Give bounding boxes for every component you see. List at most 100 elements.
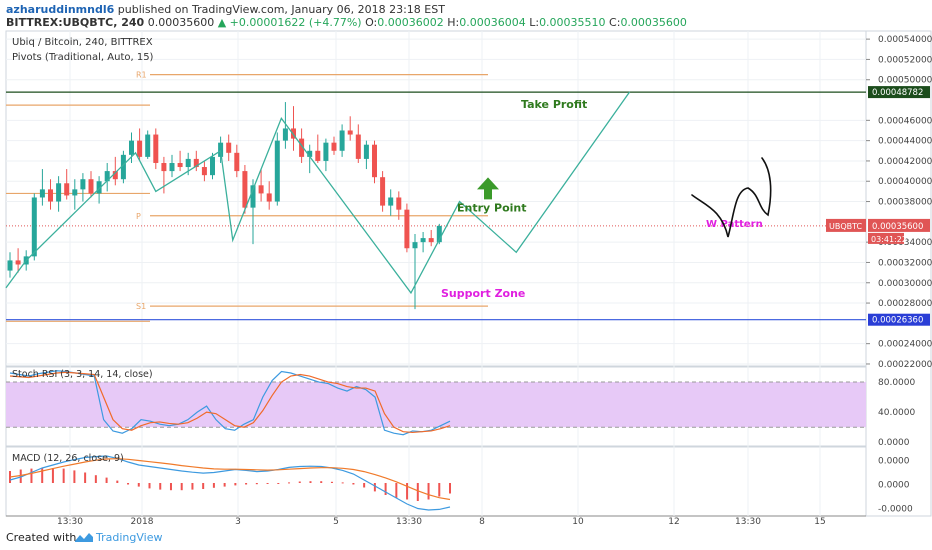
candle-body xyxy=(185,158,191,168)
macd-histogram-bar xyxy=(41,468,44,483)
candle-body xyxy=(177,162,183,168)
price-change: ▲ +0.00001622 (+4.77%) xyxy=(217,16,362,29)
header-publish-line: azharuddinmndl6 published on TradingView… xyxy=(6,3,445,16)
macd-histogram-bar xyxy=(169,483,172,491)
horizontal-line-badge-label: 0.00048782 xyxy=(872,88,923,98)
countdown-badge xyxy=(868,232,904,244)
candle-body xyxy=(291,128,296,139)
x-tick-label: 5 xyxy=(333,517,339,526)
candle-body xyxy=(347,130,353,135)
high-value: 0.00036004 xyxy=(459,16,526,29)
tradingview-logo-icon xyxy=(75,533,93,542)
candle-body xyxy=(404,209,410,249)
macd-histogram-bar xyxy=(180,483,183,491)
stoch-y-tick-label: 0.0000 xyxy=(878,438,910,448)
candle-body xyxy=(250,185,256,208)
chart-canvas[interactable]: 0.00054000 0.00052000 0.00050000 0.00046000… xyxy=(0,30,932,526)
candle-body xyxy=(258,185,264,194)
pivots-indicator-label: Pivots (Traditional, Auto, 15) xyxy=(12,52,154,63)
macd-histogram-bar xyxy=(116,480,119,483)
y-tick-label: 0.00044000 xyxy=(878,137,932,147)
macd-histogram-bar xyxy=(127,483,130,485)
candle-body xyxy=(112,171,118,180)
candle-body xyxy=(242,171,248,208)
horizontal-line-badge xyxy=(868,313,930,326)
macd-histogram-bar xyxy=(202,483,205,489)
macd-histogram-bar xyxy=(51,468,54,483)
x-tick-label: 3 xyxy=(235,517,241,526)
x-tick-label: 2018 xyxy=(131,517,154,526)
low-label: L: xyxy=(529,16,540,29)
close-label: C: xyxy=(609,16,621,29)
macd-histogram-bar xyxy=(363,483,366,488)
author-name[interactable]: azharuddinmndl6 xyxy=(6,3,115,16)
macd-histogram-bar xyxy=(223,483,226,487)
price-axis xyxy=(865,30,932,517)
macd-histogram-bar xyxy=(341,482,344,484)
w-pattern-drawing[interactable] xyxy=(5,91,631,295)
candle-body xyxy=(226,142,232,153)
macd-histogram-bar xyxy=(330,481,333,483)
candle-body xyxy=(299,138,305,157)
y-tick-label: 0.00042000 xyxy=(878,157,932,167)
candle-body xyxy=(56,183,62,202)
horizontal-line-badge xyxy=(868,86,930,99)
y-tick-label: 0.00040000 xyxy=(878,177,932,187)
macd-histogram-bar xyxy=(288,482,291,484)
low-value: 0.00035510 xyxy=(539,16,606,29)
pivot-level-label: R1 xyxy=(136,71,147,80)
y-tick-label: 0.00050000 xyxy=(878,76,932,86)
header-quote-line: BITTREX:UBQBTC, 240 0.00035600 ▲ +0.0000… xyxy=(6,16,687,29)
x-tick-label: 13:30 xyxy=(57,517,83,526)
candle-body xyxy=(380,177,386,206)
candle-body xyxy=(282,128,288,141)
w-pattern-annotation[interactable]: W Pattern xyxy=(706,219,763,230)
macd-histogram-bar xyxy=(298,481,301,483)
macd-histogram-bar xyxy=(137,483,140,487)
candle-body xyxy=(412,242,418,249)
macd-histogram-bar xyxy=(352,483,355,485)
macd-histogram-bar xyxy=(62,468,65,483)
candle-body xyxy=(218,142,224,157)
candle-body xyxy=(436,225,442,243)
candle-body xyxy=(64,183,70,196)
candle-body xyxy=(339,130,345,151)
candle-body xyxy=(363,144,369,159)
candle-body xyxy=(315,150,321,161)
candle-body xyxy=(96,181,102,194)
stoch-y-tick-label: 40.0000 xyxy=(878,408,915,418)
candle-body xyxy=(31,197,37,257)
macd-histogram-bar xyxy=(30,468,33,483)
candle-body xyxy=(331,142,337,151)
symbol-badge-label: UBQBTC xyxy=(829,222,863,231)
candle-body xyxy=(323,142,329,161)
macd-histogram-bar xyxy=(384,483,387,495)
candle-body xyxy=(129,140,134,155)
symbol-badge xyxy=(826,218,866,232)
entry-point-annotation[interactable]: Entry Point xyxy=(457,202,527,215)
freehand-w-sketch[interactable] xyxy=(691,157,772,238)
macd-histogram-bar xyxy=(84,472,87,483)
stoch-y-tick-label: 80.0000 xyxy=(878,378,915,388)
y-tick-label: 0.00030000 xyxy=(878,279,932,289)
candle-body xyxy=(388,197,394,206)
x-tick-label: 10 xyxy=(572,517,584,526)
macd-histogram-bar xyxy=(19,469,22,483)
support-zone-annotation[interactable]: Support Zone xyxy=(441,287,525,300)
candle-body xyxy=(274,140,280,202)
macd-histogram-bar xyxy=(148,483,151,489)
candle-body xyxy=(145,134,151,157)
take-profit-annotation[interactable]: Take Profit xyxy=(521,98,587,111)
candle-body xyxy=(169,162,175,172)
candle-body xyxy=(428,238,434,243)
macd-title: MACD (12, 26, close, 9) xyxy=(12,453,124,464)
macd-y-tick-label: 0.0000 xyxy=(878,481,910,491)
current-price-value: 0.00035600 xyxy=(872,222,923,232)
y-tick-label: 0.00032000 xyxy=(878,258,932,268)
tradingview-brand-link[interactable]: TradingView xyxy=(96,531,163,544)
candle-body xyxy=(80,179,86,190)
macd-histogram-bar xyxy=(309,481,312,483)
x-tick-label: 12 xyxy=(668,517,679,526)
candle-body xyxy=(372,144,377,178)
macd-histogram-bar xyxy=(320,481,323,483)
